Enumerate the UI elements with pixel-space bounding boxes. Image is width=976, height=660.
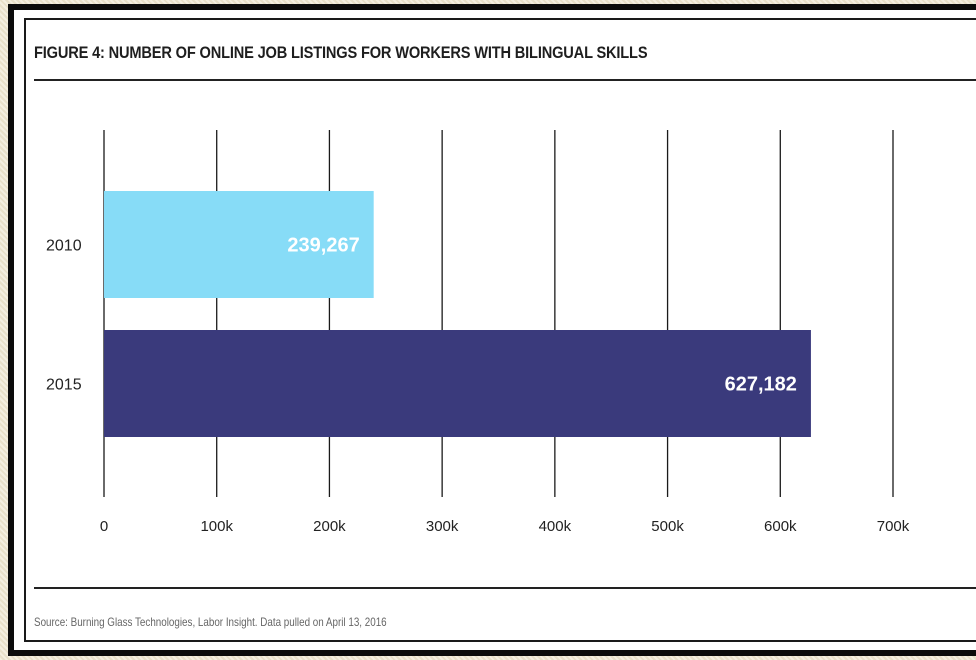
x-tick-label: 300k — [426, 518, 459, 535]
footer-divider — [34, 587, 976, 589]
x-tick-label: 0 — [100, 518, 108, 535]
x-tick-label: 400k — [539, 518, 572, 535]
x-tick-label: 600k — [764, 518, 797, 535]
x-tick-label: 700k — [877, 518, 910, 535]
data-label: 627,182 — [725, 374, 797, 396]
bar-2015 — [104, 330, 811, 437]
x-tick-label: 100k — [200, 518, 233, 535]
category-label: 2015 — [46, 377, 82, 394]
chart-title: FIGURE 4: NUMBER OF ONLINE JOB LISTINGS … — [34, 43, 648, 62]
labels: 0 100k 200k 300k 400k 500k 600k 700k 2010 239,267… — [46, 235, 910, 536]
gridlines — [103, 130, 894, 497]
data-label: 239,267 — [287, 235, 359, 257]
category-label: 2010 — [46, 238, 82, 255]
x-tick-label: 500k — [651, 518, 684, 535]
x-tick-label: 200k — [313, 518, 346, 535]
source-note: Source: Burning Glass Technologies, Labo… — [34, 615, 387, 629]
bar-2010 — [104, 191, 374, 298]
title-divider — [34, 79, 976, 81]
bars — [104, 191, 811, 437]
